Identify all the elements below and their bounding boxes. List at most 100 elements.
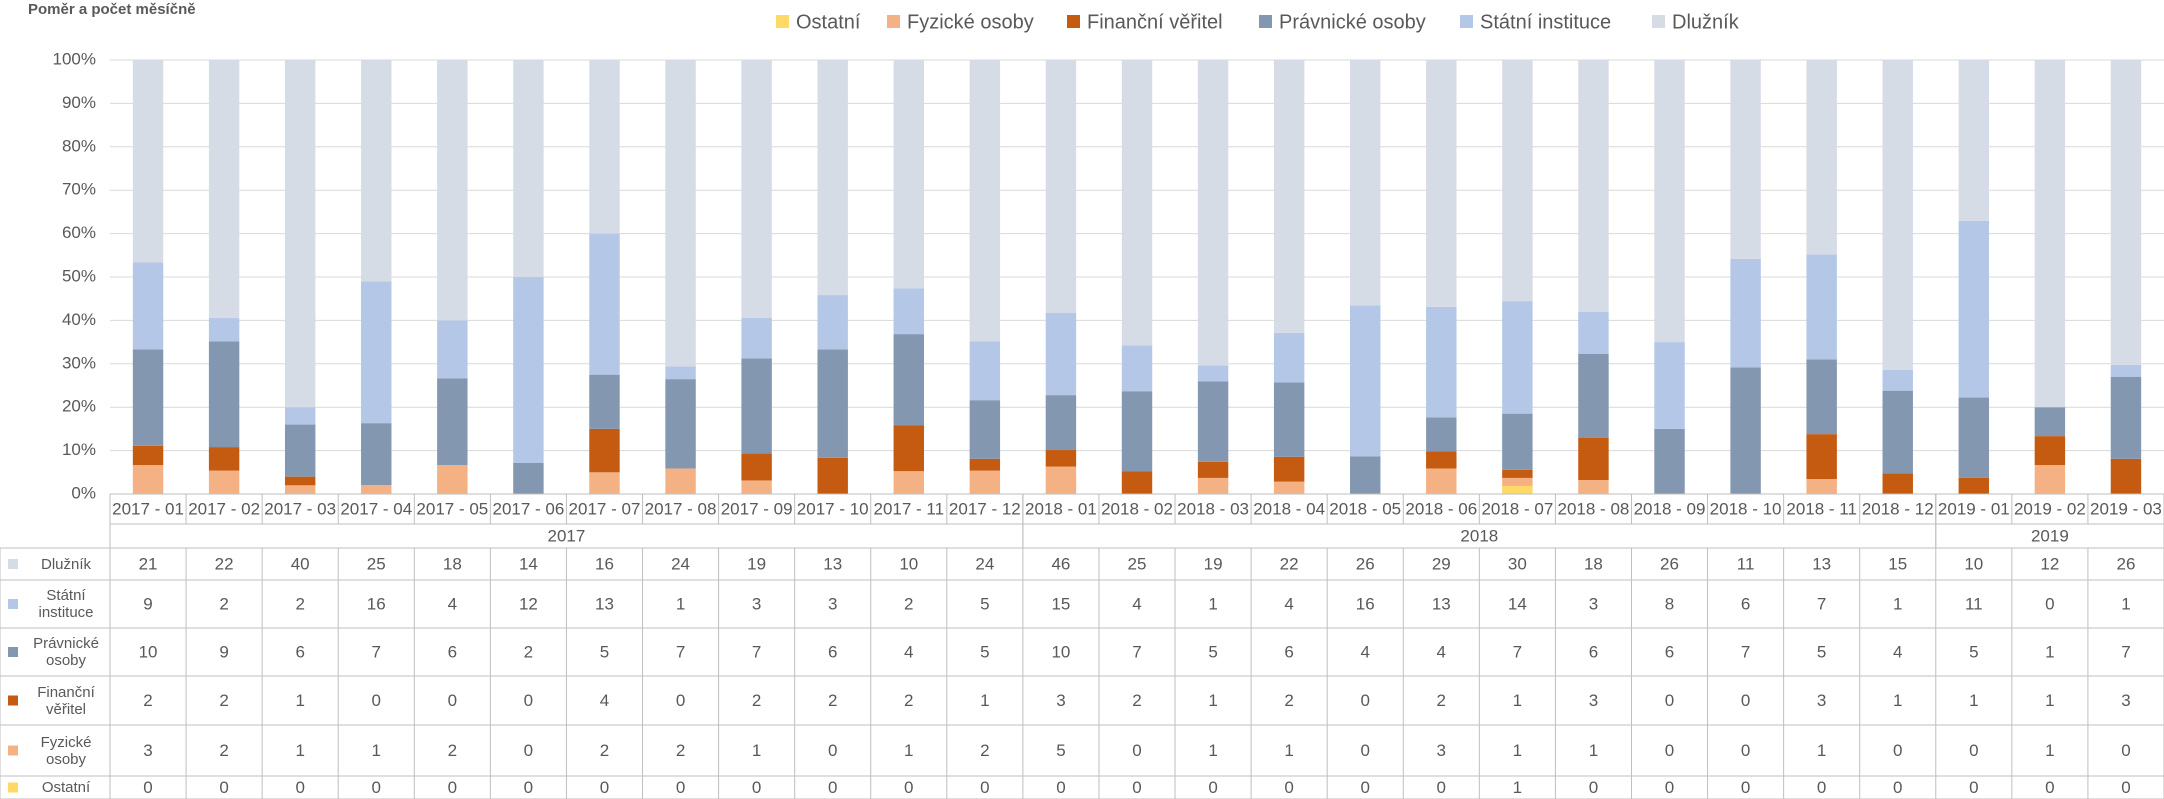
- table-cell: 10: [1964, 554, 1983, 573]
- table-cell: 13: [823, 554, 842, 573]
- bar-segment: [361, 60, 392, 282]
- y-tick-label: 70%: [62, 180, 96, 199]
- table-cell: 1: [1513, 741, 1522, 760]
- table-cell: 16: [1356, 594, 1375, 613]
- x-tick-label: 2018 - 10: [1710, 499, 1782, 518]
- table-cell: 1: [1893, 594, 1902, 613]
- table-cell: 29: [1432, 554, 1451, 573]
- bar-segment: [1730, 258, 1761, 368]
- table-cell: 1: [295, 741, 304, 760]
- legend-swatch: [1259, 15, 1272, 28]
- y-tick-label: 0%: [71, 483, 96, 502]
- bar-segment: [665, 60, 696, 367]
- bar-segment: [1654, 428, 1685, 494]
- bar-segment: [893, 471, 924, 494]
- table-cell: 21: [139, 554, 158, 573]
- bar-segment: [284, 407, 316, 425]
- table-cell: 5: [980, 642, 989, 661]
- table-cell: 26: [1356, 554, 1375, 573]
- bar-segment: [1121, 391, 1153, 472]
- table-cell: 19: [747, 554, 766, 573]
- legend-swatch: [1652, 15, 1665, 28]
- x-group-label: 2019: [2031, 526, 2069, 545]
- x-tick-label: 2018 - 01: [1025, 499, 1097, 518]
- table-cell: 6: [1589, 642, 1598, 661]
- table-cell: 0: [2045, 594, 2054, 613]
- table-cell: 4: [600, 691, 609, 710]
- table-cell: 22: [1280, 554, 1299, 573]
- bar-segment: [1578, 480, 1609, 494]
- x-tick-label: 2017 - 06: [492, 499, 564, 518]
- bar-segment: [893, 60, 924, 289]
- table-cell: 10: [1051, 642, 1070, 661]
- bar-segment: [589, 233, 620, 375]
- bar-segment: [969, 60, 1001, 342]
- table-cell: 6: [295, 642, 304, 661]
- table-cell: 0: [1132, 741, 1141, 760]
- bar-segment: [1958, 220, 1990, 398]
- bar-segment: [1426, 468, 1457, 494]
- table-cell: 7: [2121, 642, 2130, 661]
- table-cell: 5: [1056, 741, 1065, 760]
- bar-segment: [1806, 60, 1837, 255]
- table-cell: 2: [1437, 691, 1446, 710]
- table-cell: 3: [1437, 741, 1446, 760]
- table-cell: 2: [676, 741, 685, 760]
- table-cell: 26: [2117, 554, 2136, 573]
- table-cell: 0: [524, 691, 533, 710]
- bar-segment: [893, 334, 924, 426]
- table-cell: 4: [1437, 642, 1446, 661]
- table-cell: 11: [1965, 594, 1983, 613]
- table-cell: 0: [1360, 741, 1369, 760]
- bar-segment: [2034, 465, 2066, 494]
- y-tick-label: 80%: [62, 136, 96, 155]
- table-legend-key: [8, 695, 18, 706]
- table-cell: 2: [524, 642, 533, 661]
- table-cell: 24: [671, 554, 690, 573]
- table-cell: 11: [1737, 554, 1755, 573]
- bar-segment: [284, 485, 316, 494]
- table-cell: 0: [1665, 691, 1674, 710]
- table-cell: 7: [1741, 642, 1750, 661]
- bar-segment: [1502, 60, 1533, 302]
- table-cell: 4: [904, 642, 913, 661]
- table-cell: 3: [1056, 691, 1065, 710]
- bar-segment: [1273, 382, 1305, 457]
- table-cell: 0: [828, 741, 837, 760]
- table-cell: 3: [752, 594, 761, 613]
- x-tick-label: 2018 - 08: [1558, 499, 1630, 518]
- table-cell: 0: [448, 691, 457, 710]
- table-cell: 10: [899, 554, 918, 573]
- table-cell: 22: [215, 554, 234, 573]
- x-tick-label: 2018 - 12: [1862, 499, 1934, 518]
- table-cell: 4: [1132, 594, 1141, 613]
- bar-segment: [1426, 417, 1457, 452]
- table-cell: 4: [1360, 642, 1369, 661]
- bar-segment: [1958, 397, 1990, 478]
- table-cell: 0: [1208, 778, 1217, 797]
- table-cell: 0: [1741, 691, 1750, 710]
- table-cell: 1: [295, 691, 304, 710]
- bar-segment: [2034, 407, 2066, 437]
- legend-swatch: [1460, 15, 1473, 28]
- bar-segment: [741, 60, 772, 318]
- bar-segment: [1121, 345, 1153, 392]
- bar-segment: [513, 60, 544, 277]
- x-tick-label: 2017 - 12: [949, 499, 1021, 518]
- bar-segment: [741, 317, 772, 359]
- table-cell: 1: [2045, 741, 2054, 760]
- table-cell: 6: [1284, 642, 1293, 661]
- bar-segment: [1197, 477, 1229, 494]
- table-cell: 1: [1893, 691, 1902, 710]
- bar-segment: [1502, 477, 1533, 486]
- table-cell: 0: [1969, 778, 1978, 797]
- bar-segment: [1045, 312, 1077, 396]
- table-cell: 7: [1132, 642, 1141, 661]
- x-tick-label: 2017 - 08: [645, 499, 717, 518]
- bar-segment: [1730, 367, 1761, 494]
- bar-segment: [513, 463, 544, 494]
- table-cell: 9: [143, 594, 152, 613]
- table-cell: 2: [1284, 691, 1293, 710]
- bar-segment: [1426, 451, 1457, 469]
